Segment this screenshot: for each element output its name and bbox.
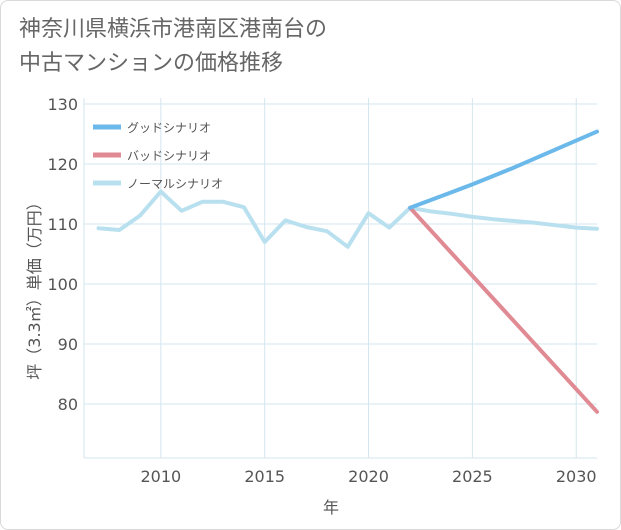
y-axis-title: 坪（3.3㎡）単価（万円）: [25, 194, 44, 379]
y-tick-label-100: 100: [47, 275, 78, 294]
bad-scenario-legend-label: バッドシナリオ: [127, 149, 211, 163]
good-scenario-line: [408, 129, 599, 210]
y-tick-label-130: 130: [47, 95, 78, 114]
x-tick-label-2015: 2015: [244, 467, 285, 486]
y-tick-label-90: 90: [58, 335, 78, 354]
normal-scenario-legend-label: ノーマルシナリオ: [127, 177, 223, 191]
x-tick-label-2010: 2010: [140, 467, 181, 486]
y-tick-label-80: 80: [58, 395, 78, 414]
x-tick-label-2025: 2025: [452, 467, 493, 486]
series-lines: [96, 129, 599, 414]
tick-labels: 2010 2015 2020 2025 2030 80 90 100 110 120 130: [47, 95, 596, 486]
y-tick-label-110: 110: [47, 215, 78, 234]
chart-title-line-1: 神奈川県横浜市港南区港南台の: [19, 17, 328, 42]
chart-title-line-2: 中古マンションの価格推移: [19, 51, 284, 76]
x-axis-title: 年: [323, 498, 339, 517]
bad-scenario-line: [408, 205, 599, 414]
x-tick-label-2030: 2030: [556, 467, 597, 486]
normal-scenario-line: [96, 189, 599, 249]
grid-lines: [83, 98, 597, 459]
chart-title: 神奈川県横浜市港南区港南台の 中古マンションの価格推移: [19, 13, 599, 81]
good-scenario-legend-label: グッドシナリオ: [127, 121, 211, 135]
y-tick-label-120: 120: [47, 155, 78, 174]
x-tick-label-2020: 2020: [348, 467, 389, 486]
